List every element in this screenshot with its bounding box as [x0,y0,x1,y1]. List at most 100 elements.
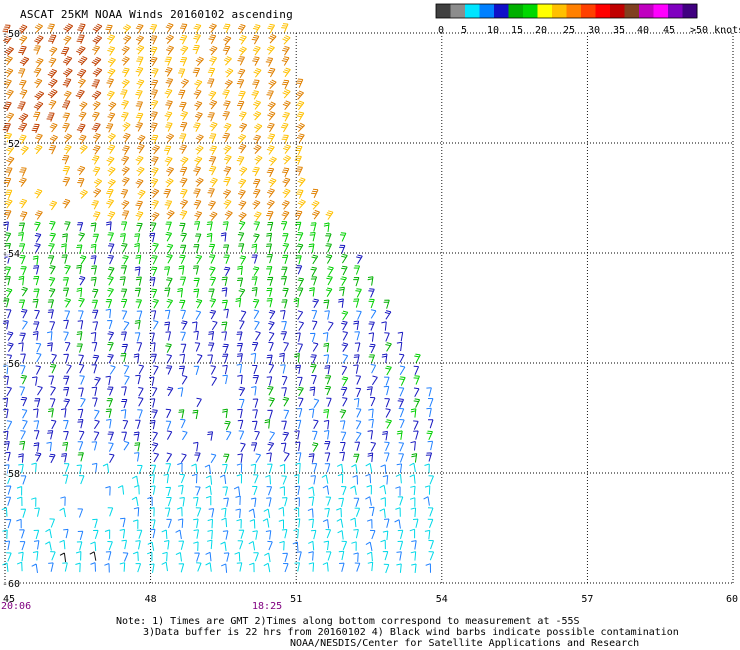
wind-barb [134,442,141,452]
wind-barb [297,386,304,397]
wind-barb [107,34,116,44]
wind-barb [208,200,216,210]
wind-barb [18,68,26,78]
wind-barb [5,474,12,484]
wind-barb [123,364,130,375]
wind-barb [91,200,99,210]
wind-barb [49,220,56,231]
wind-barb [223,497,229,507]
wind-barb [149,56,158,67]
wind-barb [107,331,115,341]
wind-barb [150,79,159,90]
wind-barb [135,200,143,211]
wind-barb [161,561,168,572]
wind-barb [177,387,184,397]
wind-barb [180,331,186,341]
wind-barb [135,35,144,45]
wind-barb [92,321,99,331]
wind-barb [395,486,401,496]
wind-barb [324,385,332,396]
wind-barb [77,165,86,176]
wind-barb [150,519,156,529]
wind-barb [268,156,277,166]
wind-barb [205,475,213,485]
wind-barb [339,451,345,462]
wind-barb [340,431,347,441]
wind-barb [66,364,72,374]
wind-barb [282,254,289,264]
wind-barb [91,299,98,309]
wind-barb [92,211,101,221]
legend-label: 10 [487,25,499,36]
wind-barb [312,298,320,309]
wind-barb [250,463,257,474]
wind-barb [119,528,126,539]
wind-barb [237,189,246,199]
wind-barb [252,79,260,89]
wind-barb [122,132,131,143]
wind-barb [61,254,68,264]
wind-barb [281,420,287,430]
wind-barb [62,233,68,243]
wind-barb [325,233,332,243]
wind-barb [253,474,259,484]
wind-barb [193,34,201,44]
wind-barb [353,552,359,562]
wind-barb [267,23,276,34]
wind-barb [340,442,346,452]
legend-swatch [523,4,538,18]
wind-barb [368,298,375,309]
wind-barb [298,397,304,407]
wind-barb [166,166,174,177]
wind-barb [75,89,85,100]
wind-barb [2,397,9,408]
legend-swatch [595,4,611,18]
wind-barb [327,321,334,331]
wind-barb [164,309,171,320]
wind-barb [237,56,245,66]
wind-barb [196,397,202,408]
wind-barb [255,331,261,341]
wind-barb [34,233,42,243]
wind-barb [120,331,127,341]
wind-barb [149,376,155,386]
wind-barb [365,541,373,552]
wind-barb [63,144,72,155]
wind-barb [180,188,188,199]
wind-barb [165,221,172,231]
wind-barb [399,376,406,386]
wind-barb [6,420,13,430]
wind-barb [92,166,101,177]
wind-barb [179,101,187,112]
wind-barb [62,562,68,572]
wind-barb [4,199,13,209]
wind-barb [165,22,174,33]
wind-barb [280,442,287,453]
wind-barb [76,244,83,254]
wind-barb [237,68,246,79]
wind-barb [298,321,305,331]
wind-barb [369,529,376,540]
wind-barb [1,507,8,517]
wind-barb [6,112,15,123]
wind-barb [191,463,198,474]
wind-barb [268,397,275,407]
wind-barb [252,166,260,177]
wind-barb [76,45,86,56]
wind-barb [166,354,173,364]
wind-barb [326,275,333,286]
wind-barb [193,518,199,528]
wind-barb [313,398,320,409]
wind-barb [91,155,100,165]
wind-barb [149,232,156,243]
wind-barb [106,188,114,199]
wind-barb [161,529,168,540]
wind-barb [424,463,430,474]
wind-barb [325,287,333,297]
wind-barb [150,122,158,132]
wind-barb [135,112,144,123]
wind-barb [151,211,160,222]
wind-barb [267,441,275,452]
wind-barb [222,463,228,474]
wind-barb [409,497,416,507]
